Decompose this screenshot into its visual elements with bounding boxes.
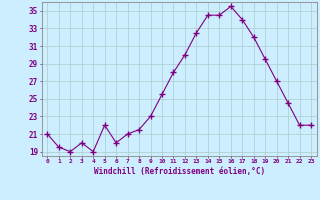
X-axis label: Windchill (Refroidissement éolien,°C): Windchill (Refroidissement éolien,°C) bbox=[94, 167, 265, 176]
